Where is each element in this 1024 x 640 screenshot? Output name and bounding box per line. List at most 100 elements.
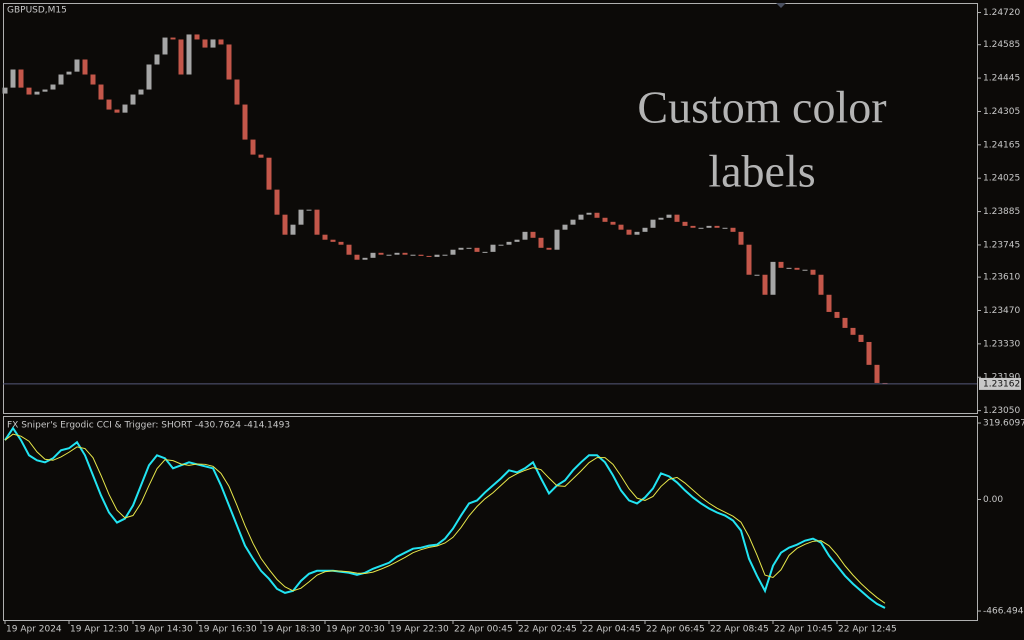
candle: [874, 364, 880, 383]
chart-title: GBPUSD,M15: [7, 6, 67, 16]
candle: [602, 217, 608, 222]
candle: [474, 247, 480, 252]
candle: [466, 247, 472, 249]
candle: [10, 69, 16, 88]
x-tick-label: 22 Apr 06:45: [646, 625, 705, 635]
x-tick-label: 19 Apr 22:30: [390, 625, 449, 635]
candle: [586, 212, 592, 215]
y-tick-label: 1.23470: [983, 306, 1020, 316]
candle: [666, 214, 672, 218]
candle: [530, 231, 536, 238]
candle: [426, 255, 432, 257]
candle: [210, 39, 216, 48]
candle: [346, 244, 352, 255]
candle: [74, 59, 80, 72]
candle: [162, 37, 168, 55]
candle: [834, 311, 840, 318]
candle: [314, 209, 320, 235]
candle: [522, 231, 528, 240]
candle: [234, 79, 240, 105]
candle: [818, 274, 824, 295]
candle: [282, 214, 288, 235]
current-price-box: [979, 377, 1021, 390]
x-tick-label: 22 Apr 10:45: [774, 625, 833, 635]
candle: [242, 104, 248, 140]
candle: [570, 219, 576, 225]
candle: [490, 244, 496, 252]
candle: [386, 254, 392, 256]
candle: [26, 87, 32, 95]
indicator-line: [4, 433, 886, 604]
shift-marker: [776, 3, 786, 8]
candle: [770, 261, 776, 295]
x-tick-label: 22 Apr 02:45: [518, 625, 577, 635]
y-tick-label: 1.23330: [983, 339, 1020, 349]
candle: [258, 154, 264, 158]
candle: [146, 64, 152, 90]
candle: [842, 317, 848, 328]
candle: [130, 94, 136, 105]
candle: [50, 84, 56, 90]
candle: [218, 39, 224, 45]
y-tick-label: 319.6097: [983, 419, 1024, 429]
y-tick-label: 1.24445: [983, 74, 1020, 84]
candle: [226, 44, 232, 80]
candle: [754, 274, 760, 276]
x-tick-label: 22 Apr 08:45: [710, 625, 769, 635]
annotation: labels: [708, 146, 815, 197]
candle: [274, 189, 280, 215]
candle: [442, 254, 448, 256]
candle: [402, 252, 408, 255]
y-tick-label: 1.23745: [983, 240, 1020, 250]
candle: [730, 227, 736, 232]
candle: [674, 214, 680, 222]
candle: [802, 269, 808, 271]
indicator-panel: [3, 416, 978, 621]
x-tick-label: 19 Apr 14:30: [134, 625, 193, 635]
candle: [634, 231, 640, 235]
candle: [410, 254, 416, 256]
candle: [810, 269, 816, 275]
candle: [866, 341, 872, 365]
x-tick-label: 22 Apr 12:45: [838, 625, 897, 635]
y-tick-label: 1.23190: [983, 373, 1020, 383]
candle: [610, 221, 616, 225]
candle: [794, 267, 800, 270]
y-tick-label: 1.24305: [983, 107, 1020, 117]
x-tick-label: 19 Apr 12:30: [70, 625, 129, 635]
candle: [98, 84, 104, 100]
candle: [290, 224, 296, 235]
candle: [378, 252, 384, 255]
y-tick-label: 1.24585: [983, 40, 1020, 50]
candle: [106, 99, 112, 110]
candle: [618, 224, 624, 230]
candle: [690, 225, 696, 228]
candle: [458, 247, 464, 250]
candle: [714, 225, 720, 228]
candle: [594, 212, 600, 218]
x-tick-label: 22 Apr 04:45: [582, 625, 641, 635]
candle: [786, 267, 792, 269]
candle: [514, 239, 520, 242]
candle: [186, 34, 192, 75]
indicator-line: [4, 426, 886, 609]
candle: [538, 237, 544, 248]
y-tick-label: 1.24025: [983, 174, 1020, 184]
candle: [778, 261, 784, 268]
y-tick-label: 1.23885: [983, 207, 1020, 217]
candle: [266, 157, 272, 190]
candle: [154, 54, 160, 65]
y-tick-label: -466.4944: [983, 607, 1024, 617]
candle: [170, 37, 176, 40]
candle: [506, 241, 512, 245]
candle: [114, 109, 120, 113]
candle: [650, 219, 656, 228]
candle: [394, 252, 400, 255]
candle: [322, 234, 328, 240]
y-tick-label: 0.00: [983, 495, 1003, 505]
candle: [858, 334, 864, 342]
y-tick-label: 1.24165: [983, 140, 1020, 150]
x-tick-label: 19 Apr 16:30: [198, 625, 257, 635]
